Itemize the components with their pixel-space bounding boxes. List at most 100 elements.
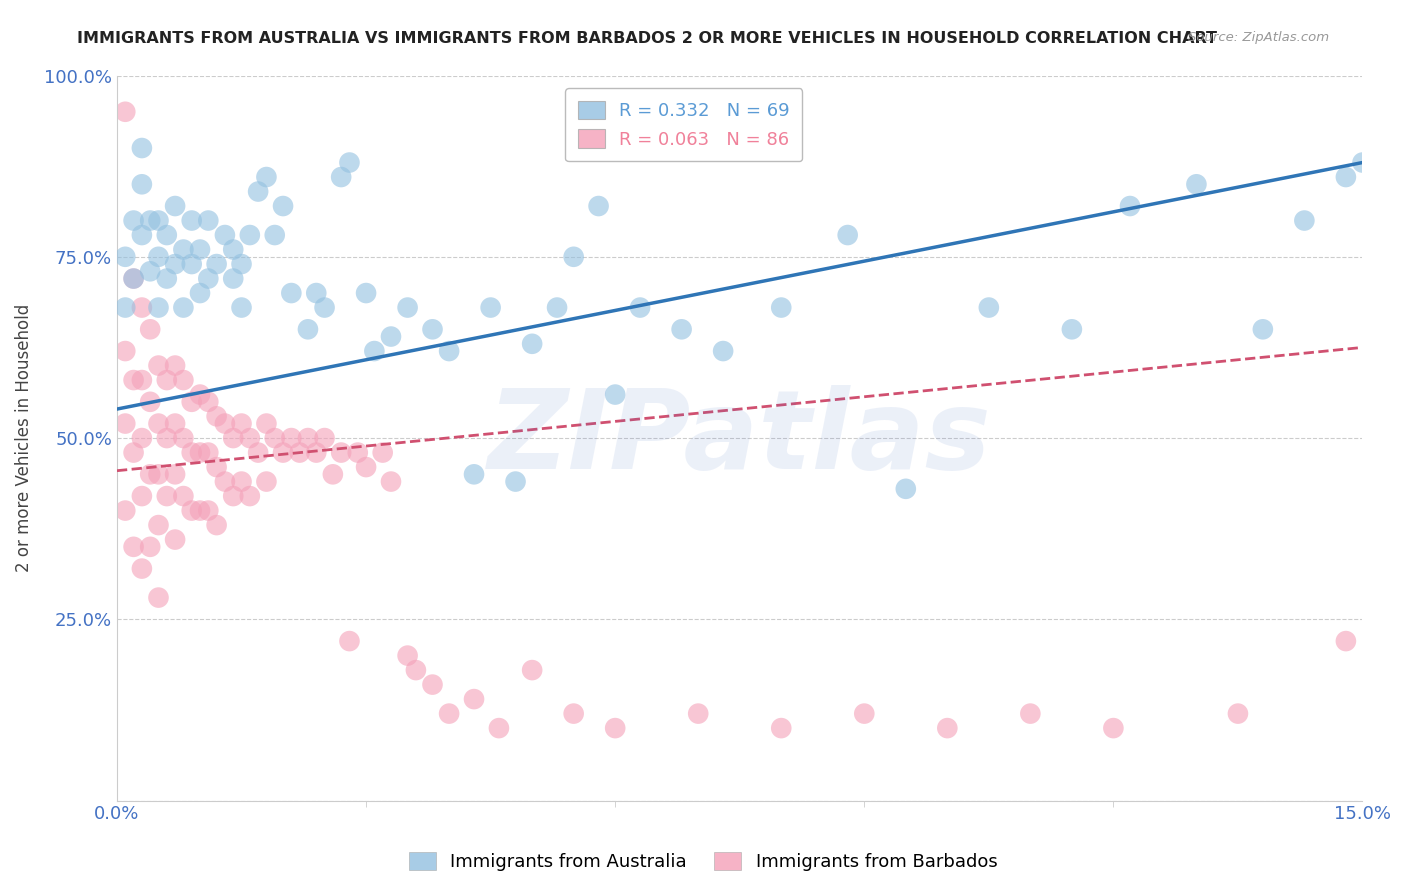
Point <box>280 286 302 301</box>
Point <box>222 431 245 445</box>
Point <box>247 445 270 459</box>
Point <box>239 227 262 242</box>
Point <box>562 706 585 721</box>
Point <box>371 445 394 459</box>
Point <box>114 250 136 264</box>
Point <box>131 561 153 575</box>
Point <box>463 467 485 482</box>
Point <box>139 394 162 409</box>
Point <box>239 489 262 503</box>
Point <box>131 489 153 503</box>
Point <box>122 445 145 459</box>
Point <box>139 322 162 336</box>
Point <box>271 445 294 459</box>
Point <box>837 227 859 242</box>
Point <box>254 475 277 489</box>
Point <box>605 387 627 401</box>
Point <box>172 301 194 315</box>
Point <box>288 445 311 459</box>
Point <box>231 417 253 431</box>
Point <box>114 344 136 359</box>
Point <box>254 169 277 184</box>
Legend: Immigrants from Australia, Immigrants from Barbados: Immigrants from Australia, Immigrants fr… <box>402 845 1004 879</box>
Point <box>894 482 917 496</box>
Point <box>165 199 187 213</box>
Point <box>380 475 402 489</box>
Point <box>520 663 543 677</box>
Point <box>380 329 402 343</box>
Point <box>853 706 876 721</box>
Point <box>1334 169 1357 184</box>
Point <box>131 141 153 155</box>
Point <box>156 373 179 387</box>
Point <box>263 431 285 445</box>
Point <box>172 489 194 503</box>
Point <box>354 286 377 301</box>
Point <box>1294 213 1316 227</box>
Point <box>405 663 427 677</box>
Point <box>188 286 211 301</box>
Point <box>339 155 361 169</box>
Point <box>314 301 336 315</box>
Point <box>148 250 170 264</box>
Point <box>188 243 211 257</box>
Point <box>605 721 627 735</box>
Point <box>330 169 353 184</box>
Point <box>628 301 651 315</box>
Point <box>148 213 170 227</box>
Point <box>139 540 162 554</box>
Point <box>1185 178 1208 192</box>
Point <box>122 540 145 554</box>
Point <box>588 199 610 213</box>
Point <box>165 359 187 373</box>
Point <box>148 359 170 373</box>
Point <box>1019 706 1042 721</box>
Point <box>172 243 194 257</box>
Point <box>346 445 368 459</box>
Point <box>148 417 170 431</box>
Point <box>114 104 136 119</box>
Point <box>139 467 162 482</box>
Point <box>711 344 734 359</box>
Point <box>322 467 344 482</box>
Point <box>770 721 793 735</box>
Point <box>180 257 202 271</box>
Point <box>131 178 153 192</box>
Point <box>114 301 136 315</box>
Legend: R = 0.332   N = 69, R = 0.063   N = 86: R = 0.332 N = 69, R = 0.063 N = 86 <box>565 88 803 161</box>
Point <box>422 322 444 336</box>
Point <box>188 445 211 459</box>
Point <box>214 417 236 431</box>
Point <box>239 431 262 445</box>
Point <box>222 271 245 285</box>
Point <box>114 503 136 517</box>
Point <box>172 431 194 445</box>
Point <box>180 213 202 227</box>
Point <box>172 373 194 387</box>
Point <box>977 301 1000 315</box>
Point <box>1119 199 1142 213</box>
Point <box>165 467 187 482</box>
Point <box>688 706 710 721</box>
Point <box>222 489 245 503</box>
Point <box>770 301 793 315</box>
Point <box>505 475 527 489</box>
Point <box>205 460 228 475</box>
Point <box>231 301 253 315</box>
Point <box>1251 322 1274 336</box>
Point <box>205 257 228 271</box>
Point <box>180 445 202 459</box>
Point <box>247 185 270 199</box>
Point <box>305 445 328 459</box>
Point <box>156 271 179 285</box>
Point <box>131 227 153 242</box>
Point <box>437 344 460 359</box>
Point <box>488 721 510 735</box>
Point <box>205 409 228 424</box>
Point <box>263 227 285 242</box>
Point <box>122 271 145 285</box>
Point <box>396 301 419 315</box>
Point <box>122 213 145 227</box>
Point <box>139 264 162 278</box>
Text: IMMIGRANTS FROM AUSTRALIA VS IMMIGRANTS FROM BARBADOS 2 OR MORE VEHICLES IN HOUS: IMMIGRANTS FROM AUSTRALIA VS IMMIGRANTS … <box>77 31 1218 46</box>
